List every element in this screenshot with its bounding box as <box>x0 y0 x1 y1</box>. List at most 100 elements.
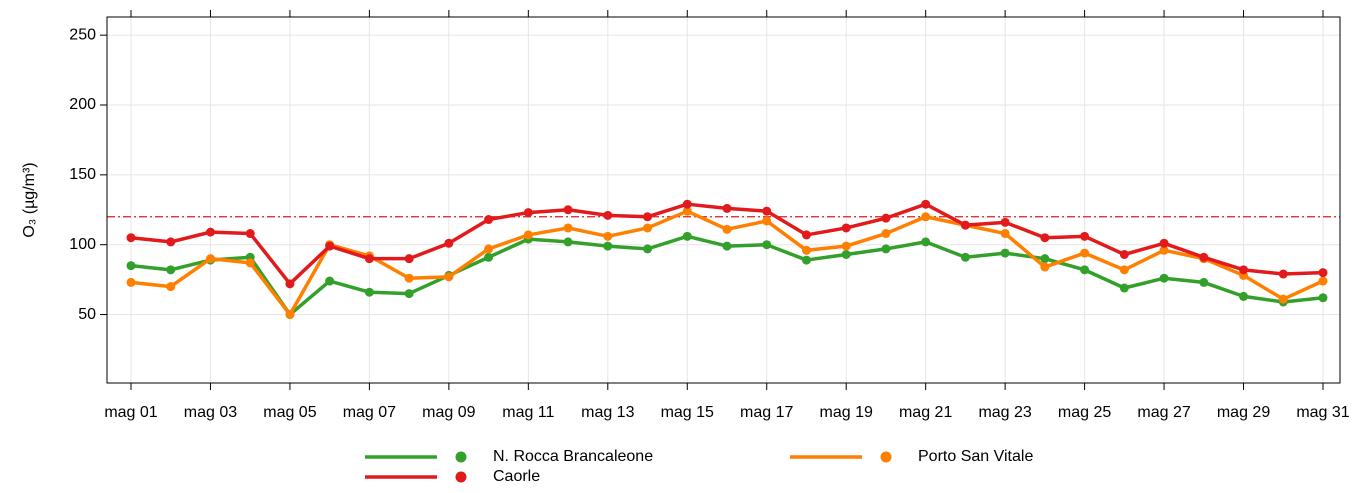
y-tick-label: 200 <box>69 96 96 113</box>
x-tick-label: mag 09 <box>422 404 475 421</box>
data-point <box>404 273 414 283</box>
data-point <box>205 254 215 264</box>
data-point <box>444 238 454 248</box>
data-point <box>1080 231 1090 241</box>
x-tick-label: mag 19 <box>820 404 873 421</box>
x-tick-label: mag 15 <box>661 404 714 421</box>
data-point <box>444 272 454 282</box>
y-tick-label: 50 <box>78 306 96 323</box>
legend-marker <box>455 471 467 483</box>
data-point <box>126 233 136 243</box>
x-tick-label: mag 27 <box>1137 404 1190 421</box>
data-point <box>325 276 335 286</box>
data-point <box>682 206 692 216</box>
data-point <box>1239 291 1249 301</box>
data-point <box>1040 254 1050 264</box>
x-tick-label: mag 03 <box>184 404 237 421</box>
data-point <box>523 230 533 240</box>
x-tick-label: mag 23 <box>978 404 1031 421</box>
x-tick-label: mag 01 <box>104 404 157 421</box>
x-tick-label: mag 05 <box>263 404 316 421</box>
data-point <box>960 220 970 230</box>
data-point <box>563 223 573 233</box>
x-tick-label: mag 21 <box>899 404 952 421</box>
data-point <box>603 210 613 220</box>
x-tick-label: mag 29 <box>1217 404 1270 421</box>
data-point <box>801 255 811 265</box>
data-point <box>1119 249 1129 259</box>
data-point <box>603 241 613 251</box>
data-point <box>1318 276 1328 286</box>
y-tick-label: 250 <box>69 26 96 43</box>
data-point <box>404 289 414 299</box>
y-axis-label: O₃ (µg/m³) <box>21 162 38 237</box>
data-point <box>1159 245 1169 255</box>
data-point <box>921 237 931 247</box>
data-point <box>364 254 374 264</box>
data-point <box>801 245 811 255</box>
data-point <box>563 237 573 247</box>
data-point <box>762 206 772 216</box>
data-point <box>166 265 176 275</box>
data-point <box>682 199 692 209</box>
plot-frame <box>106 16 1341 384</box>
data-point <box>325 241 335 251</box>
data-point <box>841 223 851 233</box>
data-point <box>1318 268 1328 278</box>
data-point <box>166 282 176 292</box>
data-point <box>1199 277 1209 287</box>
data-point <box>1239 265 1249 275</box>
data-point <box>1278 269 1288 279</box>
data-point <box>126 261 136 271</box>
data-point <box>484 215 494 225</box>
legend-marker <box>455 451 467 463</box>
data-point <box>1000 248 1010 258</box>
y-tick-label: 100 <box>69 236 96 253</box>
data-point <box>841 249 851 259</box>
data-point <box>1159 273 1169 283</box>
data-point <box>1278 294 1288 304</box>
y-tick-label: 150 <box>69 166 96 183</box>
data-point <box>364 287 374 297</box>
data-point <box>1318 293 1328 303</box>
data-point <box>1000 229 1010 239</box>
data-point <box>643 244 653 254</box>
data-point <box>762 240 772 250</box>
data-point <box>643 223 653 233</box>
data-point <box>921 212 931 222</box>
data-point <box>881 229 891 239</box>
data-point <box>1000 217 1010 227</box>
data-point <box>643 212 653 222</box>
data-point <box>603 231 613 241</box>
legend-label: Porto San Vitale <box>918 448 1033 465</box>
data-point <box>762 216 772 226</box>
data-point <box>960 252 970 262</box>
data-point <box>722 241 732 251</box>
data-point <box>682 231 692 241</box>
data-point <box>881 244 891 254</box>
data-point <box>245 229 255 239</box>
data-point <box>1159 238 1169 248</box>
data-point <box>1199 252 1209 262</box>
x-tick-label: mag 07 <box>343 404 396 421</box>
data-point <box>1119 283 1129 293</box>
x-tick-label: mag 11 <box>502 404 554 421</box>
data-point <box>1080 265 1090 275</box>
data-point <box>563 205 573 215</box>
data-point <box>285 279 295 289</box>
data-point <box>126 277 136 287</box>
data-point <box>205 227 215 237</box>
legend-label: Caorle <box>493 468 540 485</box>
data-point <box>484 244 494 254</box>
data-point <box>881 213 891 223</box>
data-point <box>722 224 732 234</box>
data-point <box>841 241 851 251</box>
data-point <box>722 203 732 213</box>
data-point <box>285 310 295 320</box>
data-point <box>1080 248 1090 258</box>
x-tick-label: mag 31 <box>1296 404 1349 421</box>
data-point <box>1119 265 1129 275</box>
data-point <box>921 199 931 209</box>
